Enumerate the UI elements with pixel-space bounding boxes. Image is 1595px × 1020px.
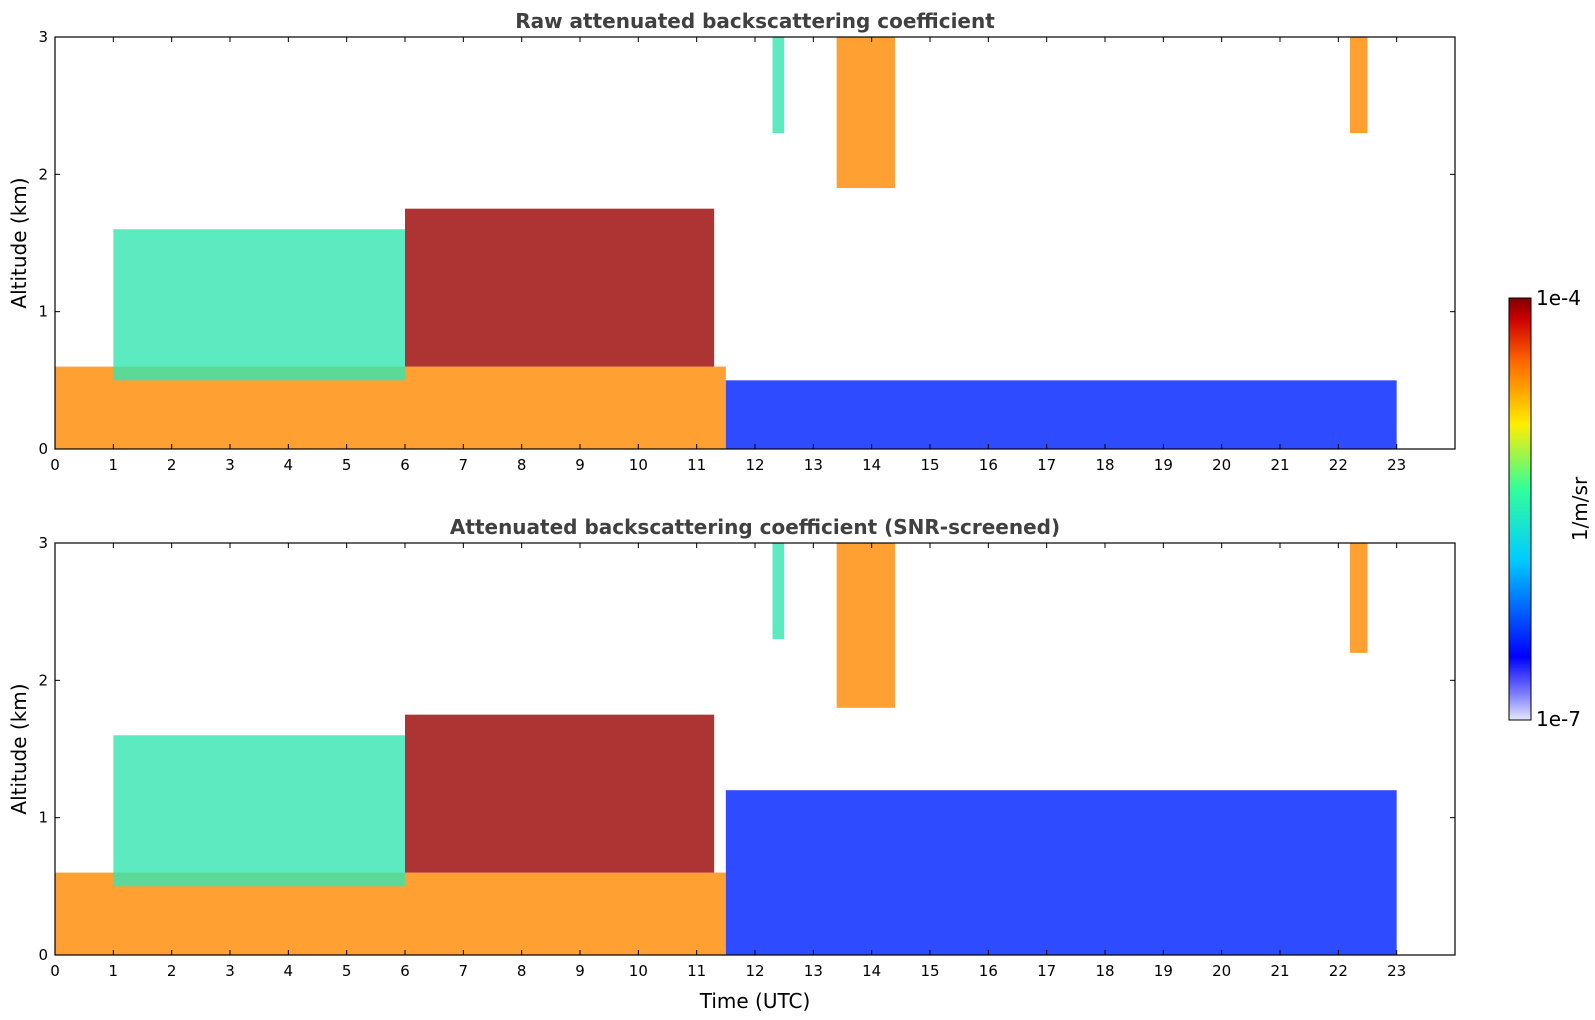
x-tick-label: 6 — [400, 962, 410, 980]
panel-screened: Attenuated backscattering coefficient (S… — [7, 515, 1456, 1013]
x-tick-label: 7 — [459, 962, 469, 980]
x-tick-label: 12 — [745, 962, 764, 980]
panel-raw-y-ticks: 0 1 2 3 — [38, 28, 1455, 458]
x-tick-label: 11 — [687, 962, 706, 980]
x-tick-label: 19 — [1154, 962, 1173, 980]
feature-aerosol-plumes — [113, 229, 405, 381]
x-tick-label: 20 — [1212, 962, 1231, 980]
feature-virga — [836, 543, 895, 708]
x-tick-label: 1 — [109, 456, 119, 474]
feature-virga — [1350, 543, 1368, 653]
x-tick-label: 22 — [1329, 456, 1348, 474]
x-tick-label: 0 — [50, 456, 60, 474]
x-tick-label: 10 — [629, 962, 648, 980]
x-tick-label: 22 — [1329, 962, 1348, 980]
feature-virga — [836, 37, 895, 189]
x-tick-label: 4 — [284, 456, 294, 474]
x-tick-label: 10 — [629, 456, 648, 474]
feature-virga — [772, 543, 785, 640]
panel-raw-heatmap — [55, 37, 1397, 449]
x-tick-label: 17 — [1037, 962, 1056, 980]
feature-low-backscatter-region — [725, 790, 1397, 955]
feature-boundary-layer-aerosol — [55, 366, 726, 449]
panel-screened-ylabel: Altitude (km) — [7, 683, 31, 814]
panel-raw-x-ticks: 0 1 2 3 4 5 6 7 8 9 10 11 12 13 14 15 16 17 18 19 20 21 22 23 — [50, 37, 1406, 474]
x-tick-label: 14 — [862, 962, 881, 980]
x-tick-label: 7 — [459, 456, 469, 474]
x-tick-label: 3 — [225, 456, 235, 474]
x-tick-label: 23 — [1387, 456, 1406, 474]
x-tick-label: 14 — [862, 456, 881, 474]
feature-aerosol-plumes — [113, 735, 405, 887]
panel-screened-xlabel: Time (UTC) — [699, 989, 811, 1013]
panel-raw: Raw attenuated backscattering coefficien… — [7, 9, 1456, 474]
x-tick-label: 15 — [920, 456, 939, 474]
panel-screened-y-ticks: 0 1 2 3 — [38, 534, 1455, 964]
x-tick-label: 16 — [979, 962, 998, 980]
colorbar-gradient — [1508, 297, 1532, 721]
panel-screened-title: Attenuated backscattering coefficient (S… — [450, 515, 1060, 539]
x-tick-label: 13 — [804, 456, 823, 474]
feature-virga — [772, 37, 785, 134]
feature-elevated-layer-top — [405, 714, 715, 873]
x-tick-label: 5 — [342, 456, 352, 474]
y-tick-label: 1 — [38, 809, 48, 827]
x-tick-label: 18 — [1095, 962, 1114, 980]
x-tick-label: 9 — [575, 962, 585, 980]
panel-raw-ylabel: Altitude (km) — [7, 177, 31, 308]
y-tick-label: 2 — [38, 165, 48, 183]
x-tick-label: 21 — [1270, 962, 1289, 980]
colorbar-unit-label: 1/m/sr — [1568, 476, 1592, 541]
x-tick-label: 8 — [517, 962, 527, 980]
x-tick-label: 11 — [687, 456, 706, 474]
x-tick-label: 16 — [979, 456, 998, 474]
colorbar: 1e-4 1e-7 1/m/sr — [1508, 286, 1592, 731]
x-tick-label: 15 — [920, 962, 939, 980]
x-tick-label: 2 — [167, 456, 177, 474]
x-tick-label: 8 — [517, 456, 527, 474]
y-tick-label: 3 — [38, 534, 48, 552]
x-tick-label: 5 — [342, 962, 352, 980]
x-tick-label: 0 — [50, 962, 60, 980]
x-tick-label: 3 — [225, 962, 235, 980]
x-tick-label: 9 — [575, 456, 585, 474]
x-tick-label: 18 — [1095, 456, 1114, 474]
x-tick-label: 1 — [109, 962, 119, 980]
y-tick-label: 2 — [38, 671, 48, 689]
x-tick-label: 2 — [167, 962, 177, 980]
x-tick-label: 6 — [400, 456, 410, 474]
x-tick-label: 17 — [1037, 456, 1056, 474]
x-tick-label: 4 — [284, 962, 294, 980]
feature-low-backscatter-region — [725, 380, 1397, 449]
x-tick-label: 21 — [1270, 456, 1289, 474]
panel-screened-x-ticks: 0 1 2 3 4 5 6 7 8 9 10 11 12 13 14 15 16 17 18 19 20 21 22 23 — [50, 543, 1406, 980]
x-tick-label: 20 — [1212, 456, 1231, 474]
y-tick-label: 3 — [38, 28, 48, 46]
x-tick-label: 12 — [745, 456, 764, 474]
panel-screened-heatmap — [55, 543, 1397, 955]
x-tick-label: 23 — [1387, 962, 1406, 980]
colorbar-min-label: 1e-7 — [1536, 707, 1581, 731]
y-tick-label: 0 — [38, 440, 48, 458]
panel-raw-title: Raw attenuated backscattering coefficien… — [515, 9, 995, 33]
colorbar-max-label: 1e-4 — [1536, 286, 1581, 310]
y-tick-label: 1 — [38, 303, 48, 321]
y-tick-label: 0 — [38, 946, 48, 964]
feature-virga — [1350, 37, 1368, 134]
x-tick-label: 19 — [1154, 456, 1173, 474]
feature-elevated-layer-top — [405, 208, 715, 367]
x-tick-label: 13 — [804, 962, 823, 980]
